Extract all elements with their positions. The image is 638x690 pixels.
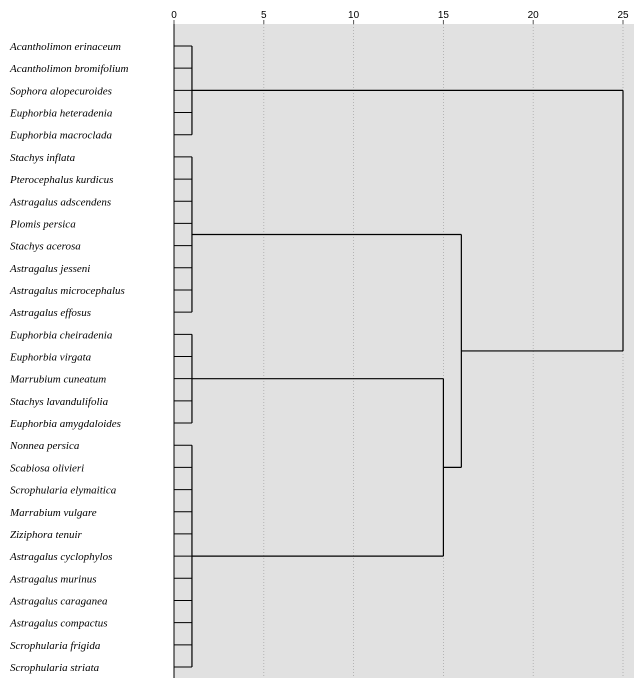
leaf-label: Astragalus effosus xyxy=(9,307,91,319)
leaf-label: Astragalus compactus xyxy=(9,618,107,630)
leaf-label: Plomis persica xyxy=(9,218,76,230)
leaf-label: Pterocephalus kurdicus xyxy=(9,174,113,186)
leaf-label: Stachys lavandulifolia xyxy=(10,396,109,408)
leaf-label: Astragalus microcephalus xyxy=(9,285,125,297)
leaf-label: Astragalus cyclophylos xyxy=(9,551,112,563)
leaf-label: Scrophularia elymaitica xyxy=(10,485,117,497)
leaf-label: Ziziphora tenuir xyxy=(10,529,83,541)
leaf-label: Astragalus caraganea xyxy=(9,595,108,607)
leaf-label: Stachys acerosa xyxy=(10,241,81,253)
leaf-label: Scabiosa olivieri xyxy=(10,462,84,474)
leaf-label: Sophora alopecuroides xyxy=(10,85,112,97)
leaf-label: Astragalus adscendens xyxy=(9,196,111,208)
leaf-label: Euphorbia heteradenia xyxy=(9,108,113,120)
x-tick-label: 15 xyxy=(438,10,450,21)
leaf-label: Euphorbia cheiradenia xyxy=(9,329,113,341)
leaf-label: Euphorbia amygdaloides xyxy=(9,418,121,430)
x-tick-label: 5 xyxy=(261,10,267,21)
leaf-label: Scrophularia frigida xyxy=(10,640,101,652)
leaf-label: Marrubium cuneatum xyxy=(9,374,106,386)
leaf-label: Stachys inflata xyxy=(10,152,76,164)
x-tick-label: 10 xyxy=(348,10,360,21)
leaf-label: Euphorbia virgata xyxy=(9,352,92,364)
x-tick-label: 0 xyxy=(171,10,177,21)
leaf-label: Euphorbia macroclada xyxy=(9,130,112,142)
leaf-label: Astragalus jesseni xyxy=(9,263,90,275)
x-tick-label: 20 xyxy=(528,10,540,21)
leaf-label: Astragalus murinus xyxy=(9,573,97,585)
leaf-label: Scrophularia striata xyxy=(10,662,100,674)
leaf-label: Nonnea persica xyxy=(9,440,80,452)
leaf-label: Acantholimon erinaceum xyxy=(9,41,121,53)
x-tick-label: 25 xyxy=(617,10,629,21)
leaf-label: Marrabium vulgare xyxy=(9,507,97,519)
leaf-label: Acantholimon bromifolium xyxy=(9,63,129,75)
